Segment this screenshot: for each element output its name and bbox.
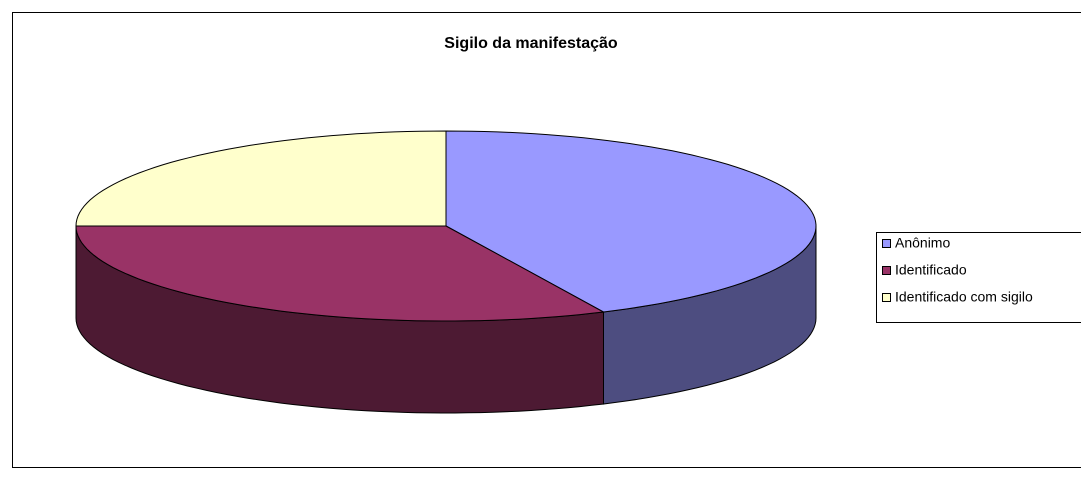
- slice: [75, 225, 606, 322]
- legend-label: Anônimo: [895, 235, 950, 251]
- slice: [445, 130, 817, 313]
- legend-label: Identificado: [895, 262, 967, 278]
- slice: [75, 130, 447, 227]
- legend-label: Identificado com sigilo: [895, 289, 1033, 305]
- chart-title: Sigilo da manifestação: [444, 35, 618, 52]
- legend-box: [876, 232, 1081, 323]
- legend-swatch: [882, 266, 891, 275]
- legend-swatch: [882, 239, 891, 248]
- legend-swatch: [882, 293, 891, 302]
